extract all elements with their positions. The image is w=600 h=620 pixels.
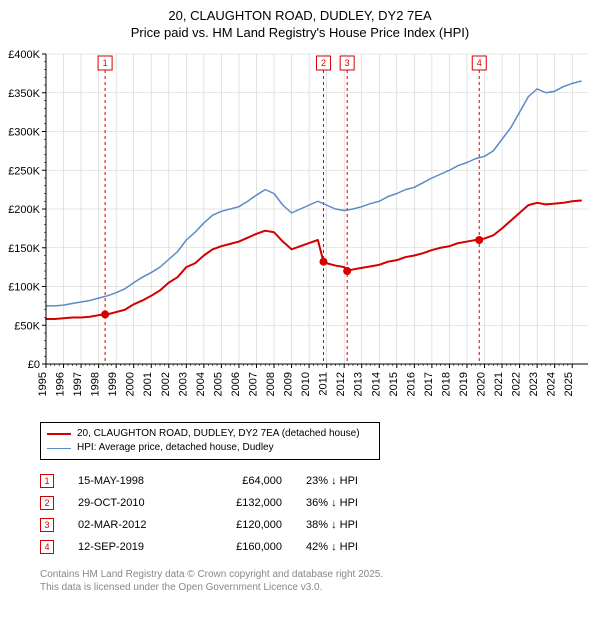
- svg-text:2013: 2013: [353, 372, 365, 396]
- svg-text:2018: 2018: [440, 372, 452, 396]
- svg-text:4: 4: [477, 58, 482, 68]
- marker-number-box: 4: [40, 540, 54, 554]
- legend-row: HPI: Average price, detached house, Dudl…: [47, 441, 373, 455]
- svg-text:2022: 2022: [511, 372, 523, 396]
- svg-text:2006: 2006: [230, 372, 242, 396]
- svg-text:2007: 2007: [247, 372, 259, 396]
- svg-text:1997: 1997: [72, 372, 84, 396]
- svg-text:2002: 2002: [160, 372, 172, 396]
- svg-text:£300K: £300K: [8, 127, 40, 139]
- chart-svg: £0 £50K £100K £150K £200K £250K £300K £350K £400…: [0, 44, 600, 416]
- svg-text:1995: 1995: [37, 372, 49, 396]
- marker-table-row: 3 02-MAR-2012 £120,000 38% ↓ HPI: [40, 514, 600, 536]
- svg-text:2010: 2010: [300, 372, 312, 396]
- svg-text:2001: 2001: [142, 372, 154, 396]
- svg-text:2024: 2024: [546, 372, 558, 396]
- svg-text:2012: 2012: [335, 372, 347, 396]
- marker-price: £132,000: [202, 497, 282, 509]
- marker-date: 15-MAY-1998: [78, 475, 178, 487]
- footer: Contains HM Land Registry data © Crown c…: [40, 568, 600, 594]
- marker-price: £64,000: [202, 475, 282, 487]
- title-block: 20, CLAUGHTON ROAD, DUDLEY, DY2 7EA Pric…: [0, 0, 600, 44]
- svg-text:2000: 2000: [125, 372, 137, 396]
- title-line1: 20, CLAUGHTON ROAD, DUDLEY, DY2 7EA: [0, 8, 600, 23]
- svg-text:2008: 2008: [265, 372, 277, 396]
- svg-text:2017: 2017: [423, 372, 435, 396]
- chart-area: £0 £50K £100K £150K £200K £250K £300K £350K £400…: [0, 44, 600, 416]
- svg-text:1998: 1998: [90, 372, 102, 396]
- legend-row: 20, CLAUGHTON ROAD, DUDLEY, DY2 7EA (det…: [47, 427, 373, 441]
- svg-text:1996: 1996: [55, 372, 67, 396]
- svg-text:1999: 1999: [107, 372, 119, 396]
- chart-container: 20, CLAUGHTON ROAD, DUDLEY, DY2 7EA Pric…: [0, 0, 600, 620]
- svg-text:3: 3: [345, 58, 350, 68]
- svg-text:2: 2: [321, 58, 326, 68]
- svg-text:£50K: £50K: [14, 320, 40, 332]
- svg-text:2021: 2021: [493, 372, 505, 396]
- marker-diff: 23% ↓ HPI: [306, 475, 396, 487]
- marker-table-row: 1 15-MAY-1998 £64,000 23% ↓ HPI: [40, 470, 600, 492]
- legend-swatch: [47, 433, 71, 435]
- footer-line1: Contains HM Land Registry data © Crown c…: [40, 568, 600, 581]
- svg-text:2005: 2005: [212, 372, 224, 396]
- svg-text:1: 1: [103, 58, 108, 68]
- svg-text:2015: 2015: [388, 372, 400, 396]
- svg-text:2009: 2009: [283, 372, 295, 396]
- svg-text:£200K: £200K: [8, 204, 40, 216]
- svg-text:£350K: £350K: [8, 88, 40, 100]
- svg-text:2004: 2004: [195, 372, 207, 396]
- svg-text:2025: 2025: [563, 372, 575, 396]
- svg-text:2003: 2003: [177, 372, 189, 396]
- legend-swatch: [47, 448, 71, 449]
- marker-diff: 42% ↓ HPI: [306, 541, 396, 553]
- svg-text:2016: 2016: [405, 372, 417, 396]
- footer-line2: This data is licensed under the Open Gov…: [40, 581, 600, 594]
- svg-text:2023: 2023: [528, 372, 540, 396]
- marker-table-row: 2 29-OCT-2010 £132,000 36% ↓ HPI: [40, 492, 600, 514]
- svg-text:2011: 2011: [318, 372, 330, 396]
- marker-number-box: 1: [40, 474, 54, 488]
- svg-text:2019: 2019: [458, 372, 470, 396]
- legend: 20, CLAUGHTON ROAD, DUDLEY, DY2 7EA (det…: [40, 422, 380, 460]
- title-line2: Price paid vs. HM Land Registry's House …: [0, 25, 600, 40]
- marker-date: 29-OCT-2010: [78, 497, 178, 509]
- legend-label: 20, CLAUGHTON ROAD, DUDLEY, DY2 7EA (det…: [77, 427, 360, 441]
- svg-text:2020: 2020: [476, 372, 488, 396]
- legend-label: HPI: Average price, detached house, Dudl…: [77, 441, 274, 455]
- svg-text:£400K: £400K: [8, 49, 40, 61]
- marker-date: 12-SEP-2019: [78, 541, 178, 553]
- marker-table: 1 15-MAY-1998 £64,000 23% ↓ HPI 2 29-OCT-2010…: [40, 470, 600, 558]
- marker-number-box: 3: [40, 518, 54, 532]
- marker-price: £160,000: [202, 541, 282, 553]
- svg-text:£0: £0: [28, 359, 40, 371]
- svg-text:2014: 2014: [370, 372, 382, 396]
- svg-text:£100K: £100K: [8, 282, 40, 294]
- svg-text:£250K: £250K: [8, 165, 40, 177]
- marker-number-box: 2: [40, 496, 54, 510]
- marker-diff: 38% ↓ HPI: [306, 519, 396, 531]
- marker-price: £120,000: [202, 519, 282, 531]
- svg-text:£150K: £150K: [8, 243, 40, 255]
- marker-date: 02-MAR-2012: [78, 519, 178, 531]
- marker-table-row: 4 12-SEP-2019 £160,000 42% ↓ HPI: [40, 536, 600, 558]
- marker-diff: 36% ↓ HPI: [306, 497, 396, 509]
